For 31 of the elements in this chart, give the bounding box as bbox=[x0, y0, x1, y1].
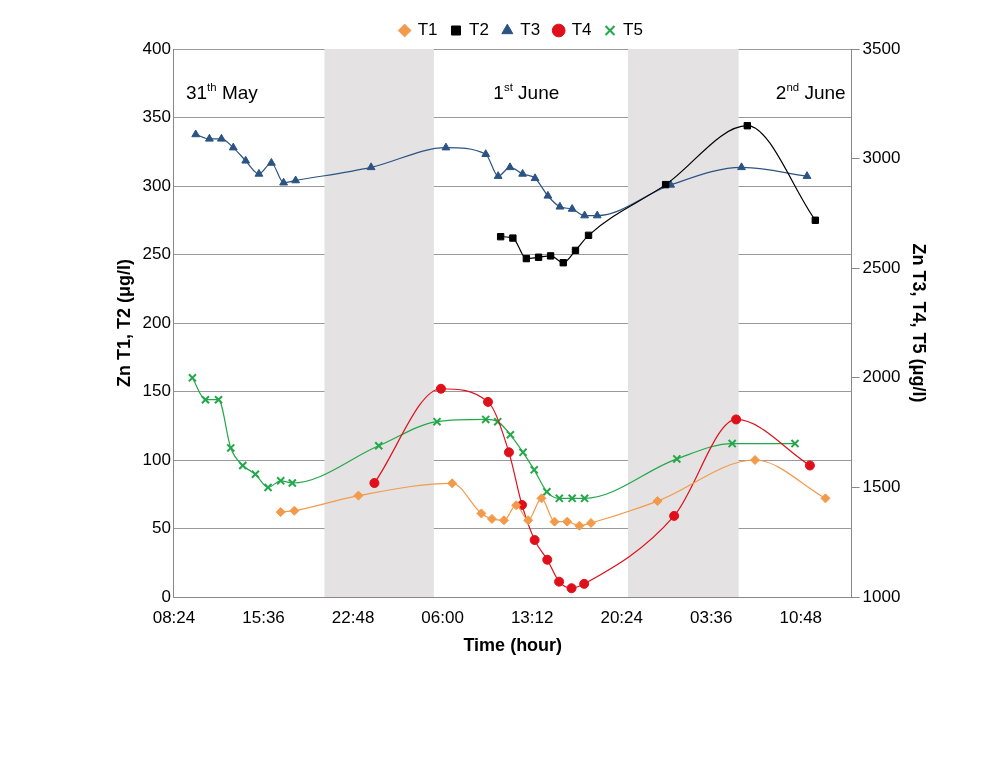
y-tick-label: 350 bbox=[142, 107, 171, 127]
y-tick-label: 100 bbox=[142, 449, 171, 469]
x-tick-label: 03:36 bbox=[689, 607, 733, 627]
legend-label: T2 bbox=[468, 20, 489, 40]
y-tick-label: 300 bbox=[142, 175, 171, 195]
y-tick-label: 200 bbox=[142, 312, 171, 332]
y-tick-label: 250 bbox=[142, 244, 171, 264]
y-tick-label: 400 bbox=[142, 38, 171, 58]
y2-tick-label: 2000 bbox=[862, 367, 901, 387]
y2-tick-label: 1500 bbox=[862, 477, 901, 497]
x-tick-label: 10:48 bbox=[779, 607, 823, 627]
y2-tick-label: 3500 bbox=[862, 38, 901, 58]
x-tick-label: 15:36 bbox=[242, 607, 285, 627]
legend-label: T4 bbox=[571, 20, 592, 40]
y2-axis-title: Zn T3, T4, T5 (μg/l) bbox=[909, 243, 930, 403]
y-tick-label: 0 bbox=[161, 586, 171, 606]
y-axis-title: Zn T1, T2 (μg/l) bbox=[113, 258, 134, 388]
legend-label: T3 bbox=[520, 20, 541, 40]
y2-tick-label: 3000 bbox=[862, 148, 901, 168]
x-tick-label: 22:48 bbox=[331, 607, 375, 627]
x-tick-label: 13:12 bbox=[510, 607, 554, 627]
y2-tick-label: 1000 bbox=[862, 586, 901, 606]
legend-label: T5 bbox=[623, 20, 643, 40]
legend-label: T1 bbox=[417, 20, 438, 40]
y-tick-label: 150 bbox=[142, 381, 171, 401]
y-tick-label: 50 bbox=[152, 518, 171, 538]
x-axis-title: Time (hour) bbox=[463, 635, 563, 656]
y2-tick-label: 2500 bbox=[862, 257, 901, 277]
x-tick-label: 20:24 bbox=[600, 607, 643, 627]
x-tick-label: 08:24 bbox=[152, 607, 196, 627]
x-tick-label: 06:00 bbox=[421, 607, 464, 627]
